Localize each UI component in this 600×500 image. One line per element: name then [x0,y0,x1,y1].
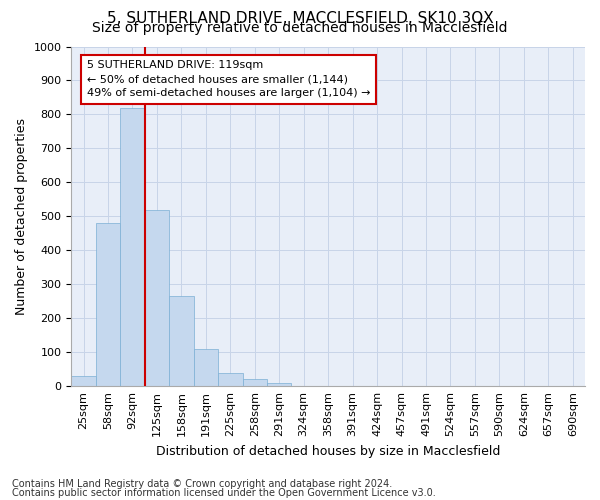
Text: Size of property relative to detached houses in Macclesfield: Size of property relative to detached ho… [92,21,508,35]
Bar [169,296,194,386]
Bar [267,383,292,386]
X-axis label: Distribution of detached houses by size in Macclesfield: Distribution of detached houses by size … [156,444,500,458]
Text: 5 SUTHERLAND DRIVE: 119sqm
← 50% of detached houses are smaller (1,144)
49% of s: 5 SUTHERLAND DRIVE: 119sqm ← 50% of deta… [86,60,370,98]
Text: Contains public sector information licensed under the Open Government Licence v3: Contains public sector information licen… [12,488,436,498]
Bar [120,108,145,386]
Bar [96,223,120,386]
Text: 5, SUTHERLAND DRIVE, MACCLESFIELD, SK10 3QX: 5, SUTHERLAND DRIVE, MACCLESFIELD, SK10 … [107,11,493,26]
Bar [145,210,169,386]
Bar [194,349,218,386]
Bar [71,376,96,386]
Bar [218,372,242,386]
Text: Contains HM Land Registry data © Crown copyright and database right 2024.: Contains HM Land Registry data © Crown c… [12,479,392,489]
Y-axis label: Number of detached properties: Number of detached properties [15,118,28,315]
Bar [242,378,267,386]
